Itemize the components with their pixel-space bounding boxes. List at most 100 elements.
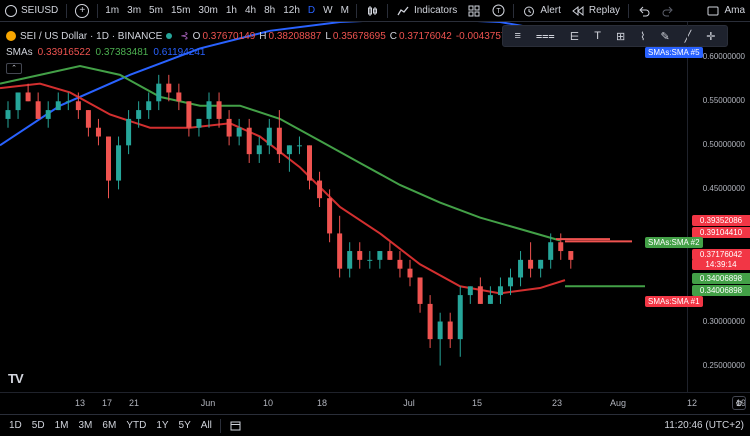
chevron-up-icon: ⌃ (6, 62, 22, 74)
timeframe-15m[interactable]: 15m (170, 5, 191, 16)
timeframe-list: 1m 3m 5m 15m 30m 1h 4h 8h 12h D W M (101, 0, 353, 22)
symbol-name: SEIUSD (21, 5, 59, 16)
range-5y[interactable]: 5Y (178, 420, 191, 431)
text-icon[interactable]: T (594, 30, 601, 42)
layout-icon (706, 4, 720, 18)
layout-name: Ama (724, 5, 745, 16)
layout-menu-button[interactable]: Ama (701, 0, 750, 22)
sma2-line (0, 65, 561, 242)
timeframe-m[interactable]: M (340, 5, 349, 16)
replay-button[interactable]: Replay (566, 0, 625, 22)
cross-icon[interactable]: ✛ (706, 30, 716, 43)
divider (66, 3, 68, 18)
price-chart[interactable] (0, 22, 750, 414)
candle-body (136, 110, 142, 119)
candle-body (317, 180, 323, 199)
fib-icon[interactable]: ⋿ (569, 30, 580, 43)
price-tick: 0.50000000 (702, 140, 745, 150)
candle-body (196, 118, 202, 128)
pencil-icon[interactable]: ✎ (660, 30, 670, 43)
candle-body (206, 101, 212, 119)
candle-body (487, 295, 493, 304)
legend-high-value: 0.38208887 (268, 30, 322, 42)
price-tag-3: 0.34006898 (692, 273, 750, 284)
legend-collapse-button[interactable]: ⌃ (6, 61, 553, 75)
range-1m[interactable]: 1M (54, 420, 69, 431)
candle-body (286, 145, 292, 155)
time-tick: 12 (686, 398, 698, 408)
candle-body (427, 303, 433, 340)
price-scale[interactable]: 0.60000000 0.55000000 0.50000000 0.45000000… (687, 22, 750, 392)
top-toolbar: SEIUSD + 1m 3m 5m 15m 30m 1h 4h 8h 12h D W M Indica… (0, 0, 750, 22)
time-tick: 17 (101, 398, 113, 408)
timeframe-1m[interactable]: 1m (105, 5, 120, 16)
candle-body (457, 295, 463, 340)
scale-settings-icon[interactable]: ⚙ (732, 396, 746, 410)
range-1y[interactable]: 1Y (156, 420, 169, 431)
timeframe-8h[interactable]: 8h (264, 5, 276, 16)
candle-body (25, 92, 31, 102)
candle-body (518, 259, 524, 278)
chart-pane[interactable]: SEI / US Dollar · 1D · BINANCE ⊰ O 0.3767… (0, 22, 750, 414)
price-tag-1: 0.39352086 (692, 215, 750, 226)
symbol-search[interactable]: SEIUSD (0, 0, 63, 22)
chart-type-button[interactable] (360, 0, 384, 22)
candle-body (417, 277, 423, 304)
candle-body (256, 145, 262, 155)
range-5d[interactable]: 5D (31, 420, 45, 431)
range-1d[interactable]: 1D (9, 420, 22, 431)
price-tick: 0.60000000 (702, 52, 745, 62)
layout-grid-icon (467, 4, 481, 18)
legend-open-value: 0.37670149 (202, 30, 256, 42)
candle-body (377, 251, 383, 260)
price-tag-2: 0.39104410 (692, 227, 750, 238)
templates-button[interactable]: T (486, 0, 510, 22)
alarm-clock-icon (522, 4, 536, 18)
lines-icon[interactable]: ≡ (514, 30, 521, 42)
timeframe-30m[interactable]: 30m (198, 5, 218, 16)
series-title: SEI / US Dollar · 1D · BINANCE (20, 30, 163, 42)
tradingview-logo: TV (8, 371, 24, 386)
alert-button[interactable]: Alert (517, 0, 566, 22)
bottom-toolbar: 1D 5D 1M 3M 6M YTD 1Y 5Y All 11:20:46 (UTC+2) (0, 414, 750, 436)
timezone-clock[interactable]: 11:20:46 (UTC+2) (664, 420, 744, 431)
compare-button[interactable]: + (70, 0, 94, 22)
candle-body (95, 127, 101, 137)
candle-body (226, 118, 232, 137)
candle-body (548, 242, 554, 260)
timeframe-5m[interactable]: 5m (149, 5, 163, 16)
candle-body (65, 101, 71, 103)
range-3m[interactable]: 3M (78, 420, 93, 431)
multi-line-icon[interactable]: ⩶ (535, 29, 555, 42)
candle-body (357, 251, 363, 260)
candle-body (15, 92, 21, 111)
candle-body (276, 127, 282, 155)
indicators-button[interactable]: Indicators (391, 0, 462, 22)
chart-legend: SEI / US Dollar · 1D · BINANCE ⊰ O 0.3767… (6, 29, 553, 75)
goto-date-button[interactable] (224, 415, 248, 436)
price-tick: 0.55000000 (702, 96, 745, 106)
time-tick: 23 (551, 398, 563, 408)
frame-icon[interactable]: ⊞ (615, 30, 626, 43)
candle-body (296, 145, 302, 147)
redo-button[interactable] (656, 0, 680, 22)
layouts-button[interactable] (462, 0, 486, 22)
candle-body (166, 83, 172, 93)
timeframe-d[interactable]: D (307, 5, 316, 16)
range-all[interactable]: All (200, 420, 212, 431)
timeframe-w[interactable]: W (323, 5, 333, 16)
brush-icon[interactable]: ⌇ (640, 30, 646, 43)
timeframe-4h[interactable]: 4h (244, 5, 257, 16)
time-tick: 10 (262, 398, 274, 408)
range-ytd[interactable]: YTD (126, 420, 147, 431)
timeframe-3m[interactable]: 3m (127, 5, 142, 16)
range-6m[interactable]: 6M (102, 420, 117, 431)
timeframe-12h[interactable]: 12h (283, 5, 300, 16)
replay-label: Replay (588, 5, 621, 16)
candle-body (85, 110, 91, 128)
timeframe-1h[interactable]: 1h (225, 5, 237, 16)
undo-button[interactable] (632, 0, 656, 22)
sma1-value: 0.33916522 (37, 46, 91, 58)
time-scale[interactable]: 13 17 21 Jun 10 18 Jul 15 23 Aug 12 19 (0, 392, 750, 414)
calendar-icon (229, 419, 243, 433)
